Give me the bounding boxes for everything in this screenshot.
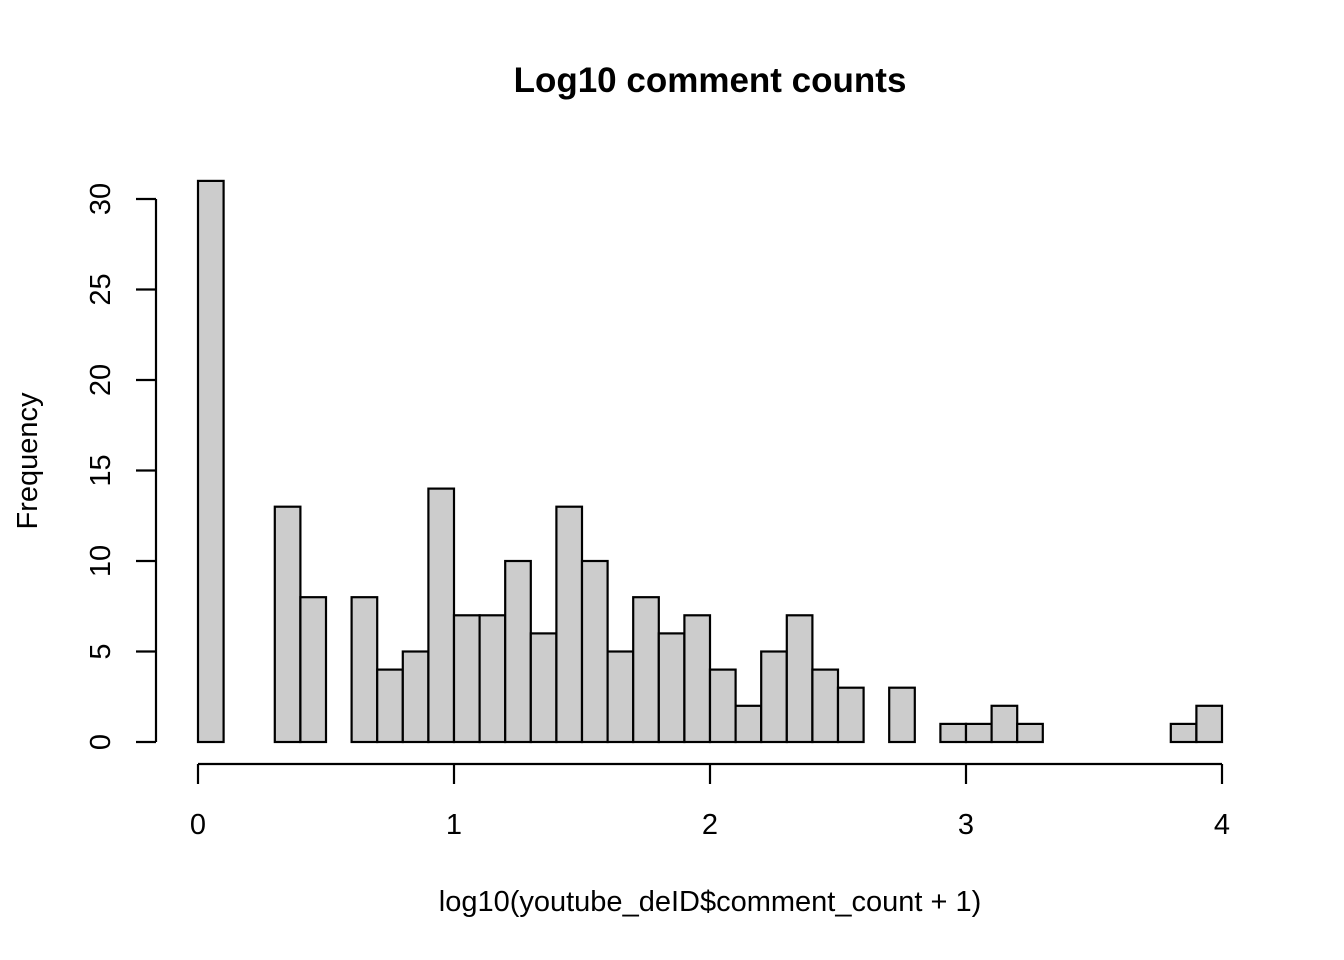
- histogram-bar: [196, 179, 225, 744]
- y-tick-label: 15: [85, 454, 117, 486]
- histogram-bar: [683, 614, 712, 744]
- y-tick-label: 25: [85, 273, 117, 305]
- histogram-bar: [1169, 722, 1198, 744]
- histogram-bar: [632, 596, 660, 744]
- y-tick-label: 0: [85, 734, 117, 750]
- y-tick-label: 20: [85, 364, 117, 396]
- histogram-bar: [990, 704, 1019, 744]
- histogram-bar: [836, 686, 865, 744]
- histogram-bar: [555, 505, 584, 744]
- chart-title: Log10 comment counts: [514, 61, 907, 100]
- histogram-bar: [888, 686, 916, 744]
- histogram-bar: [504, 559, 532, 744]
- histogram-bar: [939, 722, 968, 744]
- y-axis-label: Frequency: [12, 392, 44, 530]
- histogram-bar: [580, 559, 609, 744]
- histogram-bar: [376, 668, 404, 744]
- histogram-bar: [606, 650, 635, 744]
- histogram-bar: [452, 614, 481, 744]
- histogram-bar: [657, 632, 686, 744]
- histogram-bar: [1195, 704, 1224, 744]
- y-tick-label: 10: [85, 545, 117, 577]
- histogram-bar: [811, 668, 840, 744]
- histogram-bar: [529, 632, 558, 744]
- x-tick-label: 1: [446, 809, 462, 841]
- histogram-bar: [350, 596, 379, 744]
- histogram-bar: [299, 596, 328, 744]
- x-axis: 0 1 2 3 4: [190, 762, 1230, 841]
- histogram-bar: [1016, 722, 1044, 744]
- histogram-bar: [427, 487, 456, 744]
- y-axis: 0 5 10 15 20 25 30: [85, 183, 158, 750]
- histogram-bar: [401, 650, 430, 744]
- y-tick-label: 5: [85, 643, 117, 659]
- histogram-bar: [478, 614, 507, 744]
- x-axis-label: log10(youtube_deID$comment_count + 1): [439, 886, 982, 918]
- y-tick-label: 30: [85, 183, 117, 215]
- histogram-bar: [785, 614, 814, 744]
- histogram-bar: [708, 668, 737, 744]
- x-tick-label: 4: [1214, 809, 1230, 841]
- histogram-bar: [273, 505, 302, 744]
- histogram-bar: [964, 722, 993, 744]
- histogram-bar: [734, 704, 763, 744]
- histogram-bar: [760, 650, 788, 744]
- x-tick-label: 0: [190, 809, 206, 841]
- bars-group: [196, 179, 1224, 744]
- x-tick-label: 2: [702, 809, 718, 841]
- x-tick-label: 3: [958, 809, 974, 841]
